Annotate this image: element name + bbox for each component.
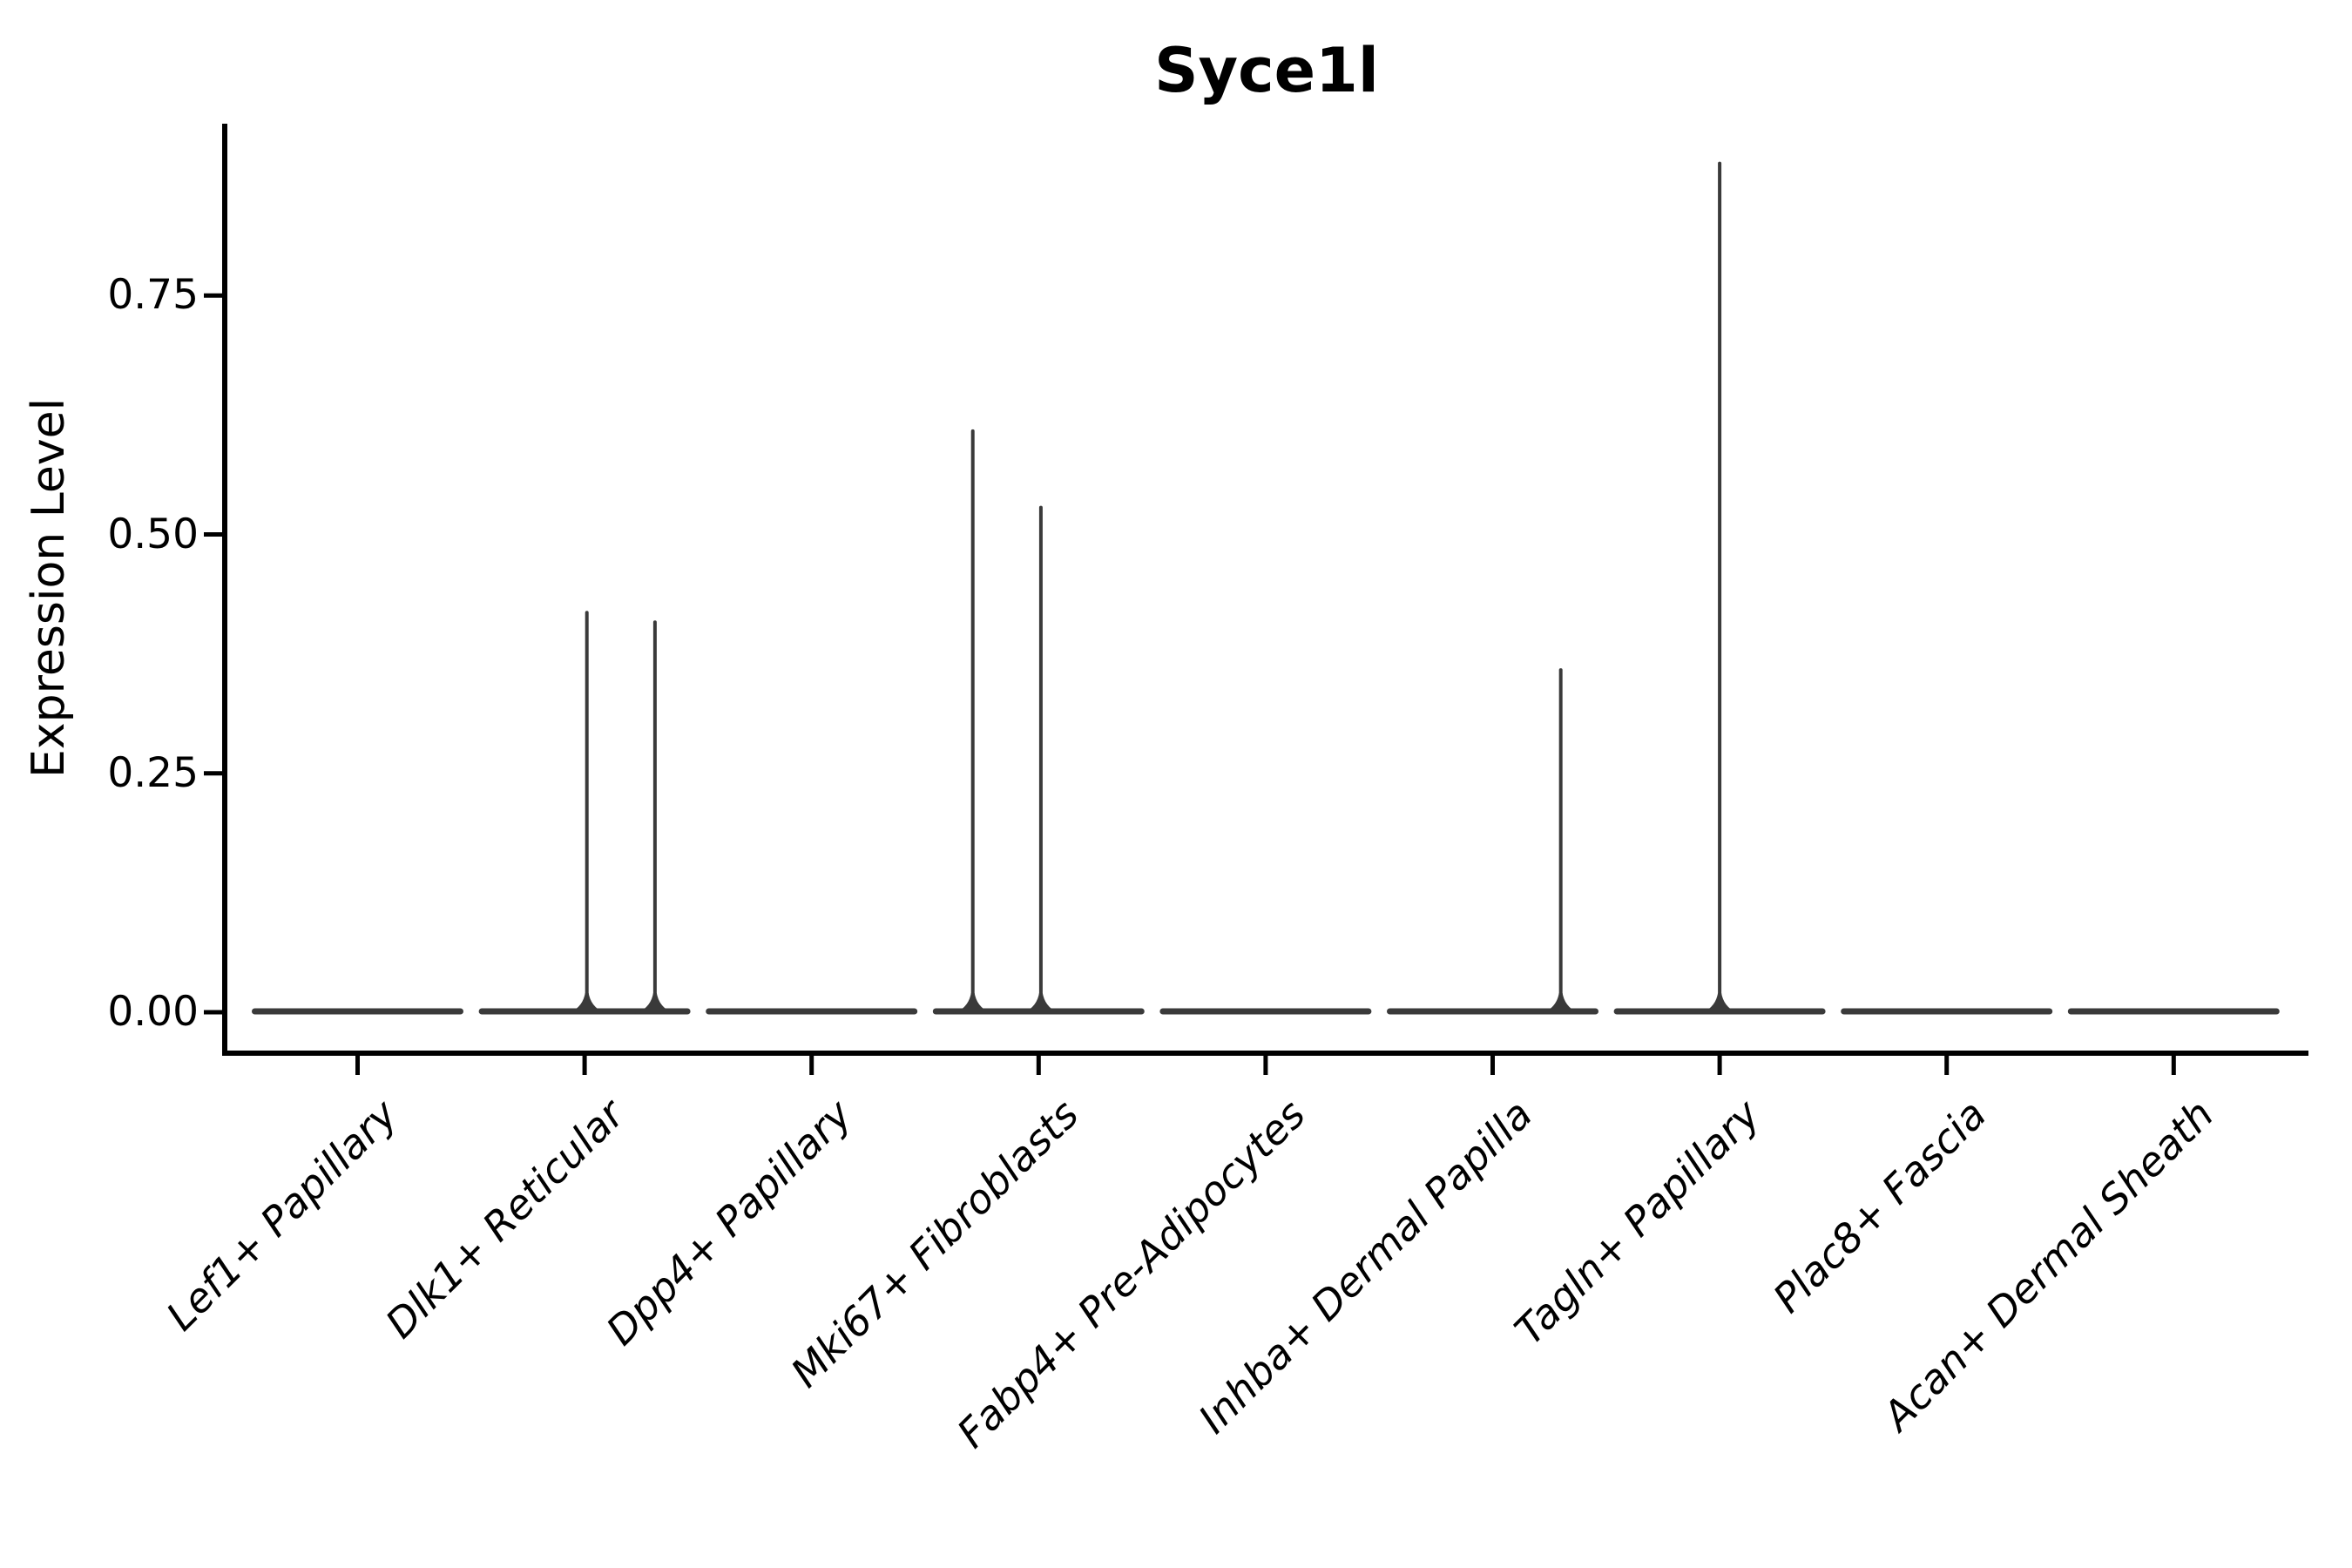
y-tick-label: 0.00 xyxy=(107,988,199,1036)
spike-base-flare xyxy=(1539,993,1582,1014)
spike-base-flare xyxy=(565,993,608,1014)
y-axis-title: Expression Level xyxy=(23,397,75,779)
y-tick-label: 0.75 xyxy=(107,271,199,320)
spike-base-flare xyxy=(951,993,994,1014)
y-tick-label: 0.50 xyxy=(107,510,199,558)
y-tick-label: 0.25 xyxy=(107,748,199,797)
spike-base-flare xyxy=(1699,993,1741,1014)
spike-base-flare xyxy=(633,993,676,1014)
chart-title: Syce1l xyxy=(1154,35,1379,106)
spike-base-flare xyxy=(1019,993,1062,1014)
